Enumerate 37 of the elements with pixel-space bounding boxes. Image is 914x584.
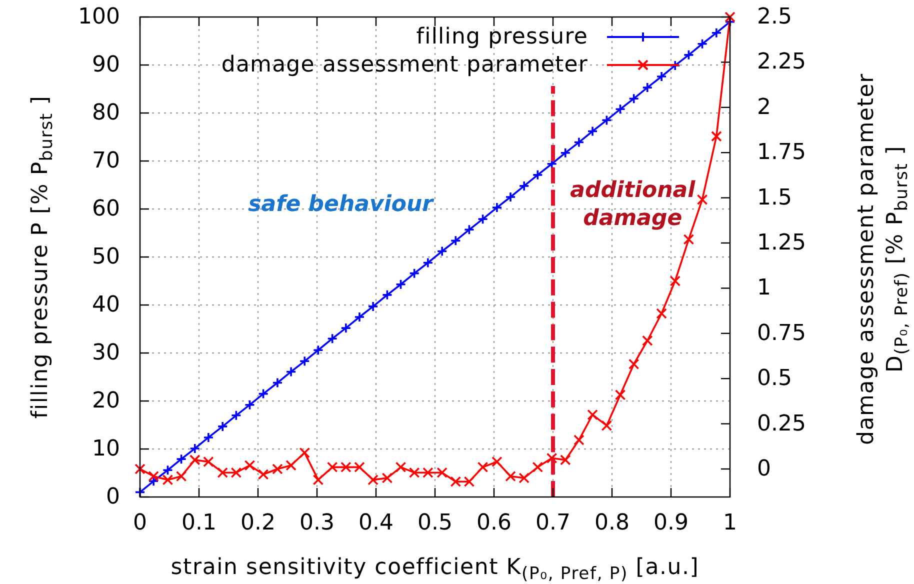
x-tick-label: 0.3 (300, 510, 334, 536)
y2-tick-label: 0.25 (757, 411, 806, 436)
x-tick-label: 0.1 (182, 510, 216, 536)
y2-tick-label: 1 (757, 276, 771, 301)
y2-tick-label: 0.5 (757, 366, 792, 392)
y-tick-label: 30 (92, 340, 120, 366)
x-tick-label: 0.9 (654, 510, 688, 536)
y-tick-label: 20 (92, 388, 120, 414)
annotation: safe behaviour (248, 192, 434, 217)
y2-tick-label: 0 (757, 456, 771, 482)
x-tick-label: 0 (133, 510, 147, 536)
x-tick-label: 0.2 (240, 510, 276, 536)
y-tick-label: 100 (78, 4, 120, 30)
y2-tick-label: 0.75 (757, 320, 806, 346)
y2-tick-label: 1.5 (757, 185, 792, 210)
x-tick-label: 1 (723, 510, 737, 536)
x-tick-label: 0.4 (358, 510, 394, 536)
y-tick-label: 0 (106, 484, 120, 510)
x-tick-label: 0.6 (476, 510, 512, 536)
y-tick-label: 40 (92, 292, 120, 318)
y-tick-label: 10 (92, 436, 120, 462)
x-tick-label: 0.8 (594, 510, 630, 536)
legend-label: filling pressure (416, 24, 588, 50)
y-tick-label: 80 (92, 100, 120, 126)
y2-tick-label: 1.75 (757, 140, 806, 166)
y2-tick-label: 2 (757, 94, 771, 120)
x-tick-label: 0.7 (536, 510, 570, 536)
y-tick-label: 90 (92, 52, 120, 78)
y-tick-label: 70 (92, 148, 120, 174)
x-tick-label: 0.5 (418, 510, 452, 536)
y2-tick-label: 1.25 (757, 230, 806, 256)
y2-tick-label: 2.5 (757, 4, 792, 30)
y2-tick-label: 2.25 (757, 50, 806, 75)
legend-label: damage assessment parameter (221, 52, 588, 78)
y-tick-label: 50 (92, 244, 120, 270)
y-tick-label: 60 (92, 196, 120, 222)
annotation: additional damage (570, 178, 696, 231)
